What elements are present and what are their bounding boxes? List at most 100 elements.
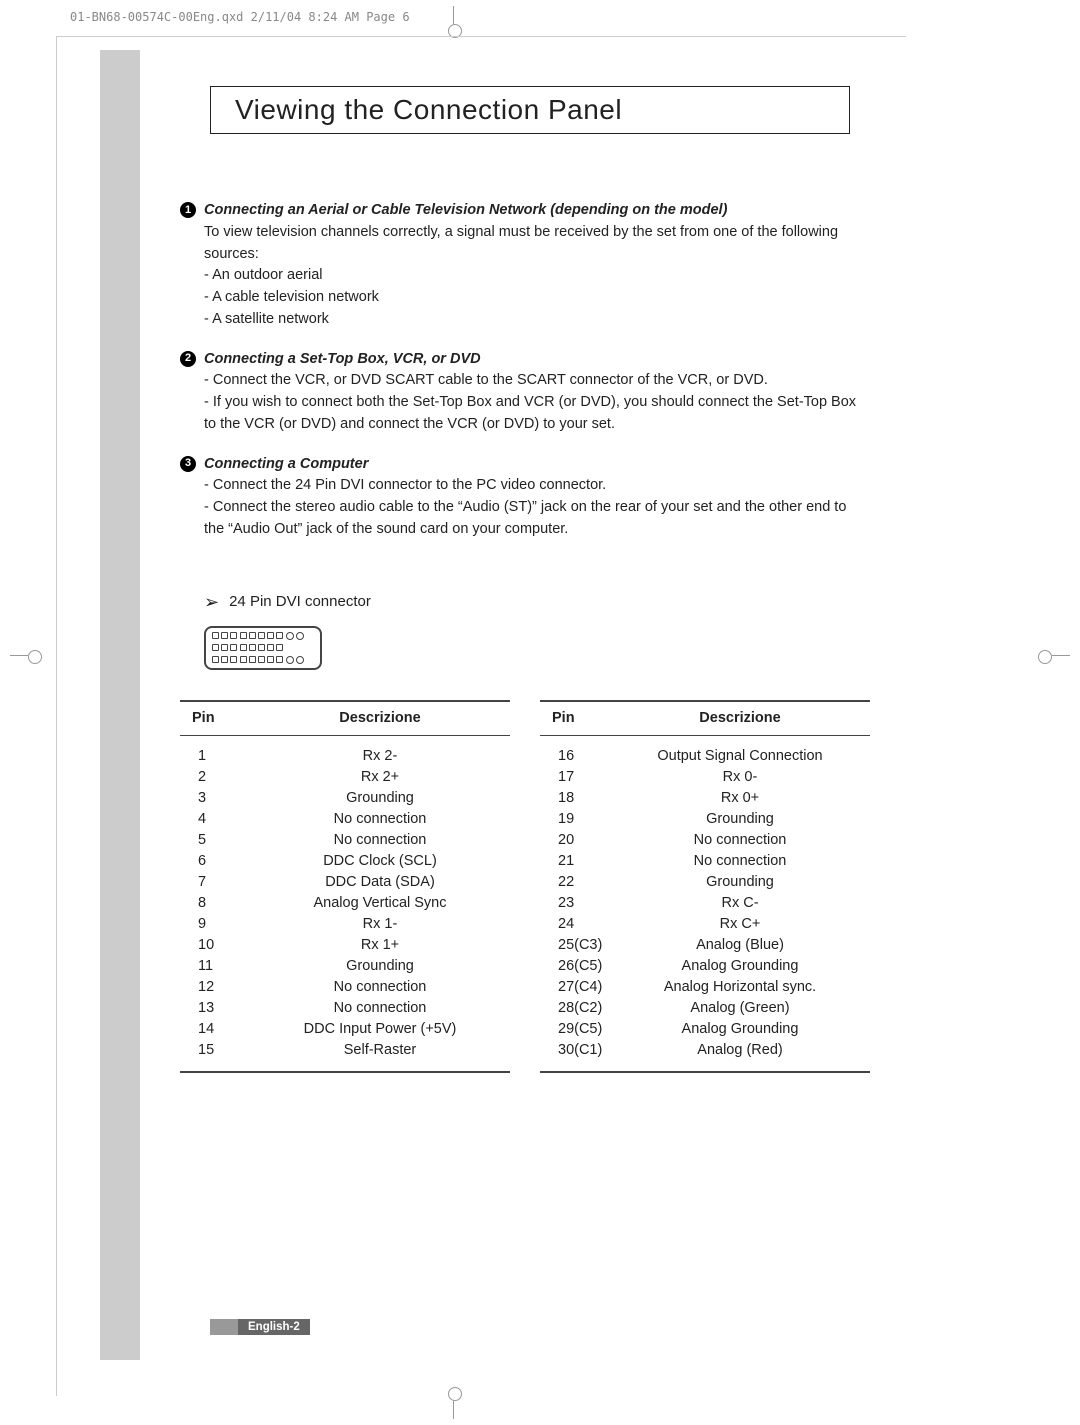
title-box: Viewing the Connection Panel [210, 86, 850, 134]
dash-list: Connect the 24 Pin DVI connector to the … [204, 475, 870, 540]
cell-pin: 13 [180, 998, 250, 1019]
section-heading-text: Connecting an Aerial or Cable Television… [204, 200, 727, 222]
cell-desc: No connection [250, 977, 510, 998]
cell-pin: 30(C1) [540, 1040, 610, 1072]
cell-pin: 3 [180, 788, 250, 809]
cell-pin: 1 [180, 736, 250, 768]
table-row: 19Grounding [540, 809, 870, 830]
section-computer: 3 Connecting a Computer Connect the 24 P… [180, 454, 870, 541]
cell-desc: Rx 1+ [250, 935, 510, 956]
col-header-pin: Pin [540, 701, 610, 736]
cell-pin: 26(C5) [540, 956, 610, 977]
section-heading: 1 Connecting an Aerial or Cable Televisi… [180, 200, 870, 222]
cell-desc: Rx C- [610, 893, 870, 914]
table-row: 4No connection [180, 809, 510, 830]
cell-pin: 12 [180, 977, 250, 998]
dash-list: Connect the VCR, or DVD SCART cable to t… [204, 370, 870, 435]
cell-desc: Self-Raster [250, 1040, 510, 1072]
sidebar-bar [100, 50, 140, 1360]
cell-pin: 16 [540, 736, 610, 768]
crop-mark-top [448, 6, 460, 36]
pin-tables: Pin Descrizione 1Rx 2-2Rx 2+3Grounding4N… [180, 700, 870, 1074]
list-item: Connect the VCR, or DVD SCART cable to t… [204, 370, 870, 392]
cell-pin: 6 [180, 851, 250, 872]
page-title: Viewing the Connection Panel [235, 94, 622, 126]
table-row: 2Rx 2+ [180, 767, 510, 788]
table-row: 28(C2)Analog (Green) [540, 998, 870, 1019]
cell-pin: 9 [180, 914, 250, 935]
cell-desc: DDC Clock (SCL) [250, 851, 510, 872]
section-heading-text: Connecting a Computer [204, 454, 368, 476]
cell-pin: 25(C3) [540, 935, 610, 956]
cell-pin: 28(C2) [540, 998, 610, 1019]
table-row: 24Rx C+ [540, 914, 870, 935]
footer-label: English-2 [238, 1319, 310, 1335]
connector-label-row: ➢ 24 Pin DVI connector [180, 589, 870, 616]
section-heading: 3 Connecting a Computer [180, 454, 870, 476]
list-item: Connect the stereo audio cable to the “A… [204, 497, 870, 541]
cell-pin: 20 [540, 830, 610, 851]
table-row: 7DDC Data (SDA) [180, 872, 510, 893]
list-item: A satellite network [204, 309, 870, 331]
section-intro: To view television channels correctly, a… [204, 222, 870, 266]
section-body: To view television channels correctly, a… [180, 222, 870, 331]
cell-desc: No connection [250, 809, 510, 830]
cell-desc: Rx 1- [250, 914, 510, 935]
cell-desc: DDC Input Power (+5V) [250, 1019, 510, 1040]
table-row: 8Analog Vertical Sync [180, 893, 510, 914]
table-row: 11Grounding [180, 956, 510, 977]
crop-mark-right [1040, 650, 1070, 662]
cell-pin: 24 [540, 914, 610, 935]
table-row: 21No connection [540, 851, 870, 872]
table-row: 23Rx C- [540, 893, 870, 914]
cell-desc: Analog Vertical Sync [250, 893, 510, 914]
cell-pin: 18 [540, 788, 610, 809]
crop-mark-left [10, 650, 40, 662]
table-row: 6DDC Clock (SCL) [180, 851, 510, 872]
cell-pin: 29(C5) [540, 1019, 610, 1040]
cell-pin: 7 [180, 872, 250, 893]
table-row: 13No connection [180, 998, 510, 1019]
cell-pin: 10 [180, 935, 250, 956]
section-heading: 2 Connecting a Set-Top Box, VCR, or DVD [180, 349, 870, 371]
table-row: 16Output Signal Connection [540, 736, 870, 768]
cell-desc: No connection [250, 830, 510, 851]
col-header-desc: Descrizione [250, 701, 510, 736]
cell-pin: 2 [180, 767, 250, 788]
cell-pin: 17 [540, 767, 610, 788]
cell-desc: Rx C+ [610, 914, 870, 935]
col-header-pin: Pin [180, 701, 250, 736]
cell-pin: 27(C4) [540, 977, 610, 998]
table-row: 12No connection [180, 977, 510, 998]
cell-desc: Rx 2+ [250, 767, 510, 788]
table-row: 29(C5)Analog Grounding [540, 1019, 870, 1040]
table-row: 14DDC Input Power (+5V) [180, 1019, 510, 1040]
pin-row [212, 656, 314, 664]
cell-desc: Analog (Blue) [610, 935, 870, 956]
cell-desc: Analog (Red) [610, 1040, 870, 1072]
cell-desc: Rx 0+ [610, 788, 870, 809]
cell-desc: No connection [250, 998, 510, 1019]
cell-pin: 4 [180, 809, 250, 830]
dvi-connector-diagram [204, 626, 322, 670]
list-item: If you wish to connect both the Set-Top … [204, 392, 870, 436]
cell-desc: Rx 2- [250, 736, 510, 768]
cell-desc: Grounding [250, 956, 510, 977]
table-row: 9Rx 1- [180, 914, 510, 935]
content-area: 1 Connecting an Aerial or Cable Televisi… [180, 200, 870, 1073]
table-row: 27(C4)Analog Horizontal sync. [540, 977, 870, 998]
cell-desc: Rx 0- [610, 767, 870, 788]
pin-table-left: Pin Descrizione 1Rx 2-2Rx 2+3Grounding4N… [180, 700, 510, 1074]
cell-desc: No connection [610, 830, 870, 851]
connector-label: 24 Pin DVI connector [229, 591, 371, 614]
list-item: Connect the 24 Pin DVI connector to the … [204, 475, 870, 497]
table-row: 3Grounding [180, 788, 510, 809]
pin-table-right: Pin Descrizione 16Output Signal Connecti… [540, 700, 870, 1074]
bullet-2-icon: 2 [180, 351, 196, 367]
table-row: 25(C3)Analog (Blue) [540, 935, 870, 956]
table-row: 18Rx 0+ [540, 788, 870, 809]
table-row: 17Rx 0- [540, 767, 870, 788]
list-item: An outdoor aerial [204, 265, 870, 287]
section-body: Connect the 24 Pin DVI connector to the … [180, 475, 870, 540]
cell-desc: Analog Grounding [610, 956, 870, 977]
